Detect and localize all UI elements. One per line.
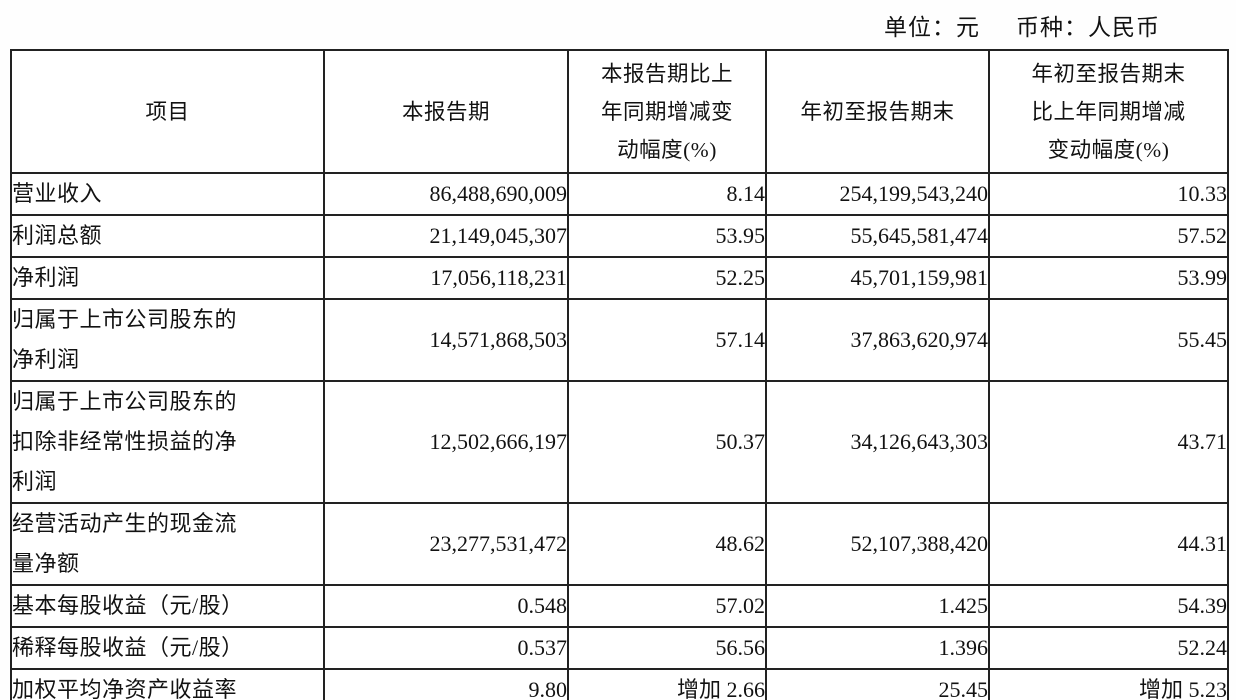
row-item-label: 归属于上市公司股东的 净利润 — [10, 298, 325, 382]
col-header-current-change: 本报告期比上 年同期增减变 动幅度(%) — [567, 49, 767, 174]
ytd-change-value: 57.52 — [988, 214, 1229, 258]
table-row: 利润总额 21,149,045,307 53.95 55,645,581,474… — [10, 214, 1229, 258]
currency-label: 币种：人民币 — [1016, 15, 1160, 40]
current-period-value: 23,277,531,472 — [323, 502, 569, 586]
row-item-label: 营业收入 — [10, 172, 325, 216]
current-change-value: 57.02 — [567, 584, 767, 628]
ytd-value: 37,863,620,974 — [765, 298, 990, 382]
table-row: 归属于上市公司股东的 扣除非经常性损益的净 利润 12,502,666,197 … — [10, 380, 1229, 504]
row-item-label: 经营活动产生的现金流 量净额 — [10, 502, 325, 586]
row-item-label: 基本每股收益（元/股） — [10, 584, 325, 628]
ytd-value: 34,126,643,303 — [765, 380, 990, 504]
ytd-value: 1.396 — [765, 626, 990, 670]
current-change-value: 57.14 — [567, 298, 767, 382]
table-row: 净利润 17,056,118,231 52.25 45,701,159,981 … — [10, 256, 1229, 300]
financial-summary-table: 项目 本报告期 本报告期比上 年同期增减变 动幅度(%) 年初至报告期末 年初至… — [10, 49, 1229, 700]
current-period-value: 21,149,045,307 — [323, 214, 569, 258]
current-change-value: 50.37 — [567, 380, 767, 504]
col-header-current-period: 本报告期 — [323, 49, 569, 174]
current-period-value: 12,502,666,197 — [323, 380, 569, 504]
ytd-change-value: 43.71 — [988, 380, 1229, 504]
ytd-change-value: 44.31 — [988, 502, 1229, 586]
current-change-value: 增加 2.66 — [567, 668, 767, 700]
row-item-label: 净利润 — [10, 256, 325, 300]
ytd-value: 55,645,581,474 — [765, 214, 990, 258]
table-row: 营业收入 86,488,690,009 8.14 254,199,543,240… — [10, 172, 1229, 216]
header-row: 项目 本报告期 本报告期比上 年同期增减变 动幅度(%) 年初至报告期末 年初至… — [10, 49, 1229, 174]
current-period-value: 17,056,118,231 — [323, 256, 569, 300]
current-change-value: 53.95 — [567, 214, 767, 258]
unit-label: 单位：元 — [884, 15, 980, 40]
row-item-label: 利润总额 — [10, 214, 325, 258]
ytd-change-value: 10.33 — [988, 172, 1229, 216]
current-period-value: 9.80 — [323, 668, 569, 700]
ytd-value: 25.45 — [765, 668, 990, 700]
ytd-change-value: 52.24 — [988, 626, 1229, 670]
current-period-value: 0.548 — [323, 584, 569, 628]
ytd-change-value: 55.45 — [988, 298, 1229, 382]
ytd-change-value: 54.39 — [988, 584, 1229, 628]
ytd-value: 52,107,388,420 — [765, 502, 990, 586]
ytd-value: 254,199,543,240 — [765, 172, 990, 216]
ytd-change-value: 增加 5.23 — [988, 668, 1229, 700]
current-change-value: 8.14 — [567, 172, 767, 216]
col-header-item: 项目 — [10, 49, 325, 174]
table-row: 稀释每股收益（元/股） 0.537 56.56 1.396 52.24 — [10, 626, 1229, 670]
current-period-value: 14,571,868,503 — [323, 298, 569, 382]
row-item-label: 稀释每股收益（元/股） — [10, 626, 325, 670]
current-period-value: 0.537 — [323, 626, 569, 670]
col-header-ytd-change: 年初至报告期末 比上年同期增减 变动幅度(%) — [988, 49, 1229, 174]
current-change-value: 48.62 — [567, 502, 767, 586]
current-period-value: 86,488,690,009 — [323, 172, 569, 216]
table-caption: 单位：元 币种：人民币 — [0, 0, 1236, 49]
row-item-label: 加权平均净资产收益率 — [10, 668, 325, 700]
row-item-label: 归属于上市公司股东的 扣除非经常性损益的净 利润 — [10, 380, 325, 504]
table-row: 归属于上市公司股东的 净利润 14,571,868,503 57.14 37,8… — [10, 298, 1229, 382]
table-row: 经营活动产生的现金流 量净额 23,277,531,472 48.62 52,1… — [10, 502, 1229, 586]
ytd-value: 1.425 — [765, 584, 990, 628]
ytd-value: 45,701,159,981 — [765, 256, 990, 300]
ytd-change-value: 53.99 — [988, 256, 1229, 300]
table-row: 基本每股收益（元/股） 0.548 57.02 1.425 54.39 — [10, 584, 1229, 628]
current-change-value: 52.25 — [567, 256, 767, 300]
current-change-value: 56.56 — [567, 626, 767, 670]
table-row: 加权平均净资产收益率 9.80 增加 2.66 25.45 增加 5.23 — [10, 668, 1229, 700]
col-header-ytd: 年初至报告期末 — [765, 49, 990, 174]
